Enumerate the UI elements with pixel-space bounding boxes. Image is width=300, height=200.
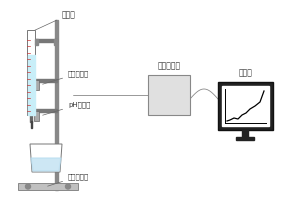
Bar bbox=[28, 55, 34, 114]
Bar bbox=[35, 109, 57, 112]
Bar bbox=[34, 111, 39, 121]
Text: 滴数传感器: 滴数传感器 bbox=[43, 70, 89, 84]
Bar bbox=[18, 183, 78, 190]
Bar bbox=[55, 20, 58, 190]
Text: 计算机: 计算机 bbox=[238, 68, 252, 77]
Text: pH传感器: pH传感器 bbox=[43, 101, 90, 115]
Text: 磁力搅拌器: 磁力搅拌器 bbox=[48, 173, 89, 186]
Bar bbox=[222, 86, 269, 126]
Bar bbox=[236, 137, 254, 140]
Bar bbox=[35, 79, 57, 82]
Bar bbox=[54, 39, 57, 45]
Bar bbox=[35, 39, 38, 45]
Bar bbox=[31, 121, 32, 128]
Bar bbox=[35, 39, 57, 42]
Bar bbox=[242, 130, 248, 137]
Text: 数据采集器: 数据采集器 bbox=[158, 61, 181, 70]
Bar bbox=[148, 75, 190, 115]
Circle shape bbox=[26, 184, 31, 189]
Bar bbox=[218, 82, 273, 130]
Bar bbox=[27, 30, 35, 115]
Circle shape bbox=[65, 184, 70, 189]
Text: 滴定管: 滴定管 bbox=[34, 10, 76, 31]
Bar bbox=[34, 80, 39, 90]
Bar bbox=[30, 114, 32, 122]
Polygon shape bbox=[30, 144, 62, 172]
Polygon shape bbox=[31, 158, 61, 171]
